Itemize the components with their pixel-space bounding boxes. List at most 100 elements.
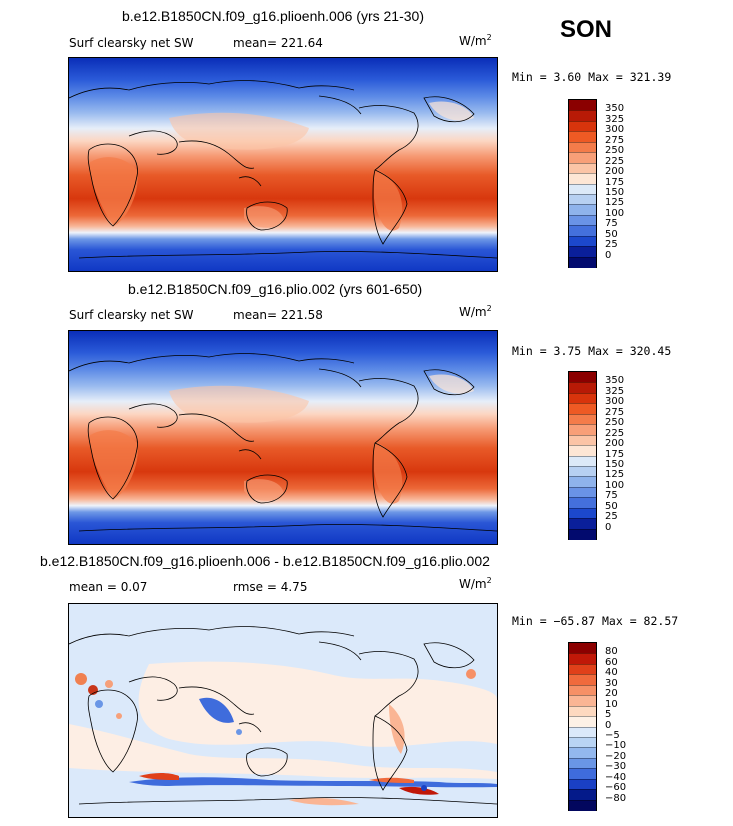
panel1-title: b.e12.B1850CN.f09_g16.plioenh.006 (yrs 2… xyxy=(122,8,424,24)
panel2-units: W/m2 xyxy=(459,304,492,319)
colorbar-label: 80 xyxy=(605,646,618,658)
colorbar-label: −20 xyxy=(605,750,627,762)
colorbar-swatch xyxy=(569,705,596,717)
colorbar-label: −5 xyxy=(605,729,620,741)
colorbar-swatch xyxy=(569,152,596,164)
colorbar-swatch xyxy=(569,225,596,237)
colorbar-label: 150 xyxy=(605,186,625,198)
colorbar-label: 300 xyxy=(605,396,625,408)
colorbar-swatch xyxy=(569,120,596,132)
colorbar-swatch xyxy=(569,778,596,790)
colorbar-swatch xyxy=(569,246,596,258)
colorbar-swatch xyxy=(569,497,596,509)
panel2-mean-label: mean= 221.58 xyxy=(233,308,323,322)
colorbar-label: 20 xyxy=(605,688,618,700)
panel1-map xyxy=(68,57,498,272)
colorbar-label: 75 xyxy=(605,490,618,502)
season-label: SON xyxy=(560,16,613,43)
colorbar-swatch xyxy=(569,214,596,226)
colorbar-swatch xyxy=(569,204,596,216)
colorbar-label: 150 xyxy=(605,458,625,470)
colorbar-label: 200 xyxy=(605,166,625,178)
colorbar-label: 275 xyxy=(605,406,625,418)
colorbar-swatch xyxy=(569,455,596,467)
colorbar-label: 30 xyxy=(605,677,618,689)
colorbar-label: 350 xyxy=(605,103,625,115)
colorbar-swatch xyxy=(569,424,596,436)
colorbar-label: 60 xyxy=(605,656,618,668)
colorbar-label: 225 xyxy=(605,155,625,167)
colorbar-label: 100 xyxy=(605,207,625,219)
panel3-map xyxy=(68,603,498,818)
colorbar-swatch xyxy=(569,768,596,780)
colorbar-swatch xyxy=(569,382,596,394)
colorbar-label: 300 xyxy=(605,124,625,136)
panel1-variable-label: Surf clearsky net SW xyxy=(69,36,194,50)
panel3-colorbar xyxy=(568,642,597,811)
colorbar-swatch xyxy=(569,434,596,446)
colorbar-swatch xyxy=(569,643,596,654)
colorbar-label: 0 xyxy=(605,521,612,533)
colorbar-label: 125 xyxy=(605,197,625,209)
panel1-units: W/m2 xyxy=(459,33,492,48)
colorbar-label: 50 xyxy=(605,228,618,240)
panel2-variable-label: Surf clearsky net SW xyxy=(69,308,194,322)
colorbar-swatch xyxy=(569,445,596,456)
panel3-rmse-label: rmse = 4.75 xyxy=(233,580,308,594)
colorbar-swatch xyxy=(569,162,596,174)
colorbar-swatch xyxy=(569,100,596,111)
panel1-mean-label: mean= 221.64 xyxy=(233,36,323,50)
colorbar-label: 0 xyxy=(605,719,612,731)
colorbar-label: 0 xyxy=(605,249,612,261)
panel1-colorbar xyxy=(568,99,597,268)
colorbar-label: 325 xyxy=(605,113,625,125)
colorbar-swatch xyxy=(569,413,596,425)
colorbar-label: −80 xyxy=(605,792,627,804)
colorbar-label: −10 xyxy=(605,740,627,752)
colorbar-label: 250 xyxy=(605,417,625,429)
colorbar-swatch xyxy=(569,141,596,153)
colorbar-label: 25 xyxy=(605,511,618,523)
colorbar-swatch xyxy=(569,173,596,184)
colorbar-label: −60 xyxy=(605,782,627,794)
colorbar-swatch xyxy=(569,726,596,738)
colorbar-swatch xyxy=(569,653,596,665)
colorbar-label: 225 xyxy=(605,427,625,439)
colorbar-label: 25 xyxy=(605,239,618,251)
colorbar-swatch xyxy=(569,757,596,769)
colorbar-label: 350 xyxy=(605,375,625,387)
colorbar-label: 10 xyxy=(605,698,618,710)
colorbar-swatch xyxy=(569,674,596,686)
panel2-map-svg xyxy=(69,331,497,544)
colorbar-label: 325 xyxy=(605,385,625,397)
colorbar-label: 125 xyxy=(605,469,625,481)
colorbar-label: 75 xyxy=(605,218,618,230)
colorbar-swatch xyxy=(569,684,596,696)
panel2-colorbar xyxy=(568,371,597,540)
colorbar-swatch xyxy=(569,663,596,675)
colorbar-label: 40 xyxy=(605,667,618,679)
panel3-title: b.e12.B1850CN.f09_g16.plioenh.006 - b.e1… xyxy=(40,553,490,569)
colorbar-label: 50 xyxy=(605,500,618,512)
panel3-minmax: Min = −65.87 Max = 82.57 xyxy=(512,614,679,628)
colorbar-swatch xyxy=(569,747,596,759)
colorbar-swatch xyxy=(569,372,596,383)
colorbar-swatch xyxy=(569,403,596,415)
colorbar-label: 275 xyxy=(605,134,625,146)
colorbar-swatch xyxy=(569,507,596,519)
colorbar-label: 100 xyxy=(605,479,625,491)
colorbar-swatch xyxy=(569,256,596,268)
colorbar-swatch xyxy=(569,183,596,195)
colorbar-swatch xyxy=(569,695,596,707)
colorbar-label: 250 xyxy=(605,145,625,157)
colorbar-swatch xyxy=(569,476,596,488)
colorbar-label: −30 xyxy=(605,761,627,773)
colorbar-swatch xyxy=(569,518,596,530)
colorbar-swatch xyxy=(569,736,596,748)
panel3-mean-label: mean = 0.07 xyxy=(69,580,148,594)
panel2-title: b.e12.B1850CN.f09_g16.plio.002 (yrs 601-… xyxy=(128,281,423,297)
colorbar-label: 175 xyxy=(605,176,625,188)
colorbar-swatch xyxy=(569,486,596,498)
colorbar-swatch xyxy=(569,789,596,801)
colorbar-swatch xyxy=(569,110,596,122)
